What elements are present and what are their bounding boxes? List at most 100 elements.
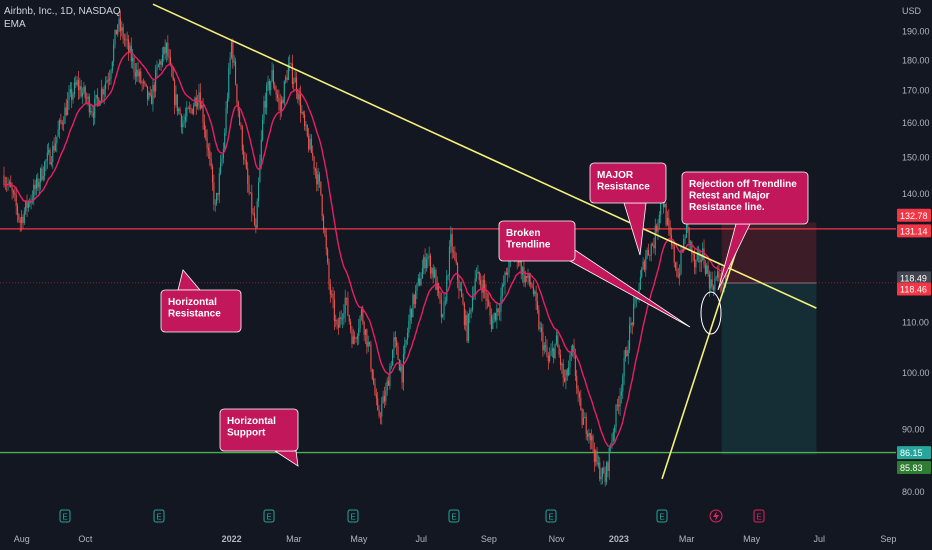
candle-body — [605, 462, 608, 482]
candle — [129, 42, 131, 53]
earnings-marker[interactable]: E — [545, 509, 557, 523]
candle-body — [362, 309, 364, 323]
candle-body — [317, 174, 319, 185]
candle-body — [75, 82, 77, 85]
earnings-marker[interactable]: E — [347, 509, 359, 523]
candle-body — [675, 262, 677, 269]
candle-body — [639, 276, 641, 290]
ema-line[interactable] — [3, 51, 728, 447]
candle-body — [110, 70, 112, 79]
candle — [385, 382, 387, 406]
candle-body — [109, 78, 111, 81]
candle — [229, 51, 231, 75]
candle — [646, 247, 648, 260]
candle — [267, 75, 269, 92]
candle — [316, 161, 318, 192]
candle — [274, 81, 276, 91]
candle — [599, 456, 601, 482]
candle — [531, 282, 533, 289]
candle-body — [630, 322, 632, 326]
candle — [569, 351, 571, 375]
candle-body — [444, 301, 446, 303]
candle-body — [396, 340, 398, 347]
candle-body — [314, 168, 316, 171]
candle-body — [58, 120, 61, 130]
candle — [245, 153, 247, 170]
candle — [119, 10, 121, 41]
candle — [507, 267, 509, 283]
candle-body — [49, 149, 51, 165]
candle-body — [35, 178, 38, 189]
candle — [714, 270, 716, 294]
candle — [559, 349, 562, 371]
candle — [695, 259, 697, 275]
earnings-marker-letter: E — [548, 513, 553, 522]
candle — [614, 424, 616, 442]
candle — [180, 113, 182, 134]
candle — [394, 330, 396, 348]
candle-body — [33, 184, 35, 200]
candle — [633, 296, 635, 327]
candle — [425, 253, 427, 272]
candle — [555, 330, 557, 346]
candle-body — [262, 119, 264, 140]
callout-text: Horizontal — [168, 297, 217, 308]
candle-body — [174, 80, 176, 105]
candle-body — [592, 435, 594, 450]
earnings-marker[interactable]: E — [753, 509, 765, 523]
flash-icon-ring — [709, 509, 723, 523]
take-profit-zone[interactable] — [721, 283, 817, 455]
candle-body — [642, 261, 644, 269]
flash-icon[interactable] — [709, 509, 723, 523]
candle — [492, 314, 494, 330]
candle-body — [708, 274, 710, 289]
earnings-marker[interactable]: E — [59, 509, 71, 523]
candle — [358, 319, 360, 345]
earnings-marker[interactable]: E — [263, 509, 275, 523]
candle-body — [423, 256, 425, 269]
candle — [455, 252, 457, 266]
candle — [383, 386, 386, 409]
candle — [712, 284, 715, 296]
rising-trendline[interactable] — [661, 241, 740, 480]
candle-body — [327, 248, 329, 263]
candle-body — [378, 409, 380, 416]
candle — [706, 262, 708, 275]
earnings-marker-box — [448, 509, 460, 523]
retest-circle[interactable] — [700, 291, 722, 335]
candle — [619, 387, 621, 416]
candle — [504, 271, 506, 295]
candle — [392, 349, 394, 366]
candle — [48, 142, 50, 156]
candle-body — [408, 320, 410, 333]
candle — [225, 100, 227, 136]
candle-body — [16, 206, 19, 215]
candle — [76, 76, 78, 87]
candle-body — [382, 395, 384, 404]
candle-body — [281, 99, 283, 111]
candle — [578, 391, 580, 406]
candle-body — [239, 111, 241, 125]
candle — [60, 113, 62, 125]
callout-text: Rejection off Trendline — [689, 179, 797, 190]
descending-trendline[interactable] — [152, 3, 817, 309]
candle-body — [180, 114, 182, 128]
candle-body — [607, 462, 609, 471]
candle — [271, 62, 273, 82]
candle — [450, 226, 452, 254]
candle-body — [619, 395, 621, 407]
callout-text: Retest and Major — [689, 191, 770, 202]
earnings-marker[interactable]: E — [656, 509, 668, 523]
candle-body — [680, 249, 682, 274]
earnings-marker[interactable]: E — [153, 509, 165, 523]
candle — [346, 297, 348, 306]
earnings-marker[interactable]: E — [448, 509, 460, 523]
candle — [4, 176, 6, 190]
candle-body — [244, 159, 246, 161]
